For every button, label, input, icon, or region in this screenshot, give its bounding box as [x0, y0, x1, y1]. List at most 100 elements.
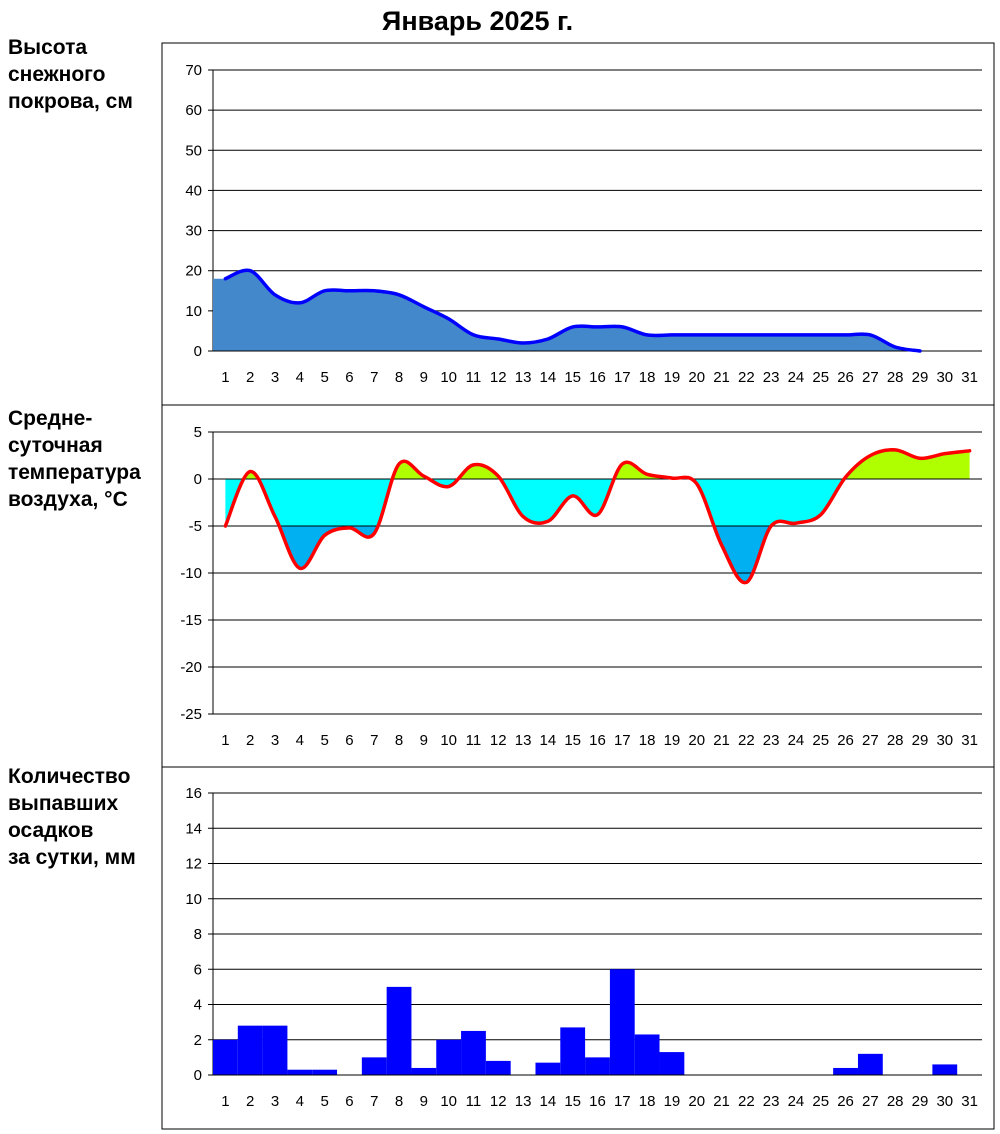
precip-bar [436, 1039, 462, 1075]
precip-ytick-label: 16 [185, 785, 202, 802]
snow-xtick-label: 5 [320, 369, 328, 386]
snow-ytick-label: 70 [185, 62, 202, 79]
temperature-label-line: Средне- [8, 407, 93, 430]
temp-xtick-label: 2 [246, 732, 254, 749]
temp-xtick-label: 17 [614, 732, 631, 749]
precipitation-label-line: за сутки, мм [8, 846, 136, 869]
temp-xtick-label: 9 [420, 732, 428, 749]
precip-bar [262, 1025, 288, 1075]
snow-xtick-label: 19 [664, 369, 681, 386]
precip-xtick-label: 25 [812, 1093, 829, 1110]
precip-ytick-label: 10 [185, 891, 202, 908]
temp-xtick-label: 15 [564, 732, 581, 749]
temp-xtick-label: 27 [862, 732, 879, 749]
temp-xtick-label: 5 [320, 732, 328, 749]
precip-ytick-label: 12 [185, 856, 202, 873]
temp-xtick-label: 13 [515, 732, 532, 749]
temp-ytick-label: -25 [180, 706, 202, 723]
temp-ytick-label: -20 [180, 659, 202, 676]
precip-bar [535, 1062, 561, 1075]
precip-xtick-label: 8 [395, 1093, 403, 1110]
precip-bar [609, 969, 635, 1075]
snow-xtick-label: 10 [440, 369, 457, 386]
snow-xtick-label: 30 [936, 369, 953, 386]
precipitation-label-line: осадков [8, 819, 94, 842]
precip-xtick-label: 6 [345, 1093, 353, 1110]
precip-xtick-label: 15 [564, 1093, 581, 1110]
precip-xtick-label: 2 [246, 1093, 254, 1110]
snow-xtick-label: 21 [713, 369, 730, 386]
precip-bar [386, 986, 412, 1075]
snow-xtick-label: 29 [912, 369, 929, 386]
precip-xtick-label: 30 [936, 1093, 953, 1110]
precip-xtick-label: 26 [837, 1093, 854, 1110]
precip-xtick-label: 28 [887, 1093, 904, 1110]
temp-xtick-label: 3 [271, 732, 279, 749]
snow-xtick-label: 27 [862, 369, 879, 386]
temp-xtick-label: 20 [688, 732, 705, 749]
temp-xtick-label: 26 [837, 732, 854, 749]
snow-xtick-label: 11 [466, 369, 482, 386]
precipitation-chart-frame [161, 766, 995, 1130]
precip-xtick-label: 13 [515, 1093, 532, 1110]
snow-xtick-label: 14 [540, 369, 557, 386]
snow-xtick-label: 7 [370, 369, 378, 386]
snow-ytick-label: 0 [194, 343, 202, 360]
precip-bar [659, 1052, 685, 1075]
snow-xtick-label: 4 [296, 369, 304, 386]
snow-xtick-label: 6 [345, 369, 353, 386]
precip-bar [560, 1027, 586, 1075]
temp-xtick-label: 24 [788, 732, 805, 749]
precipitation-label-line: Количество [8, 765, 131, 788]
temp-ytick-label: -15 [180, 612, 202, 629]
precip-xtick-label: 23 [763, 1093, 780, 1110]
precip-bar [833, 1067, 858, 1075]
snow-label-line: покрова, см [8, 90, 133, 113]
snow-ytick-label: 20 [185, 263, 202, 280]
temp-xtick-label: 12 [490, 732, 507, 749]
temperature-label-line: воздуха, °C [8, 488, 128, 511]
temp-ytick-label: 5 [194, 424, 202, 441]
snow-xtick-label: 28 [887, 369, 904, 386]
snow-xtick-label: 23 [763, 369, 780, 386]
precip-xtick-label: 19 [664, 1093, 681, 1110]
precip-bar [585, 1057, 610, 1075]
temp-xtick-label: 14 [540, 732, 557, 749]
snow-ytick-label: 40 [185, 182, 202, 199]
precip-bar [634, 1034, 660, 1075]
snow-panel-label: Высота снежного покрова, см [8, 34, 158, 115]
precip-xtick-label: 31 [961, 1093, 978, 1110]
precip-bar [932, 1064, 958, 1075]
temp-xtick-label: 16 [589, 732, 606, 749]
temp-warm-area [225, 449, 970, 479]
precip-ytick-label: 8 [194, 926, 202, 943]
temp-xtick-label: 19 [664, 732, 681, 749]
precip-xtick-label: 20 [688, 1093, 705, 1110]
precip-xtick-label: 29 [912, 1093, 929, 1110]
temp-xtick-label: 30 [936, 732, 953, 749]
temp-xtick-label: 4 [296, 732, 304, 749]
snow-xtick-label: 18 [639, 369, 656, 386]
temp-xtick-label: 7 [370, 732, 378, 749]
precip-ytick-label: 6 [194, 961, 202, 978]
temp-xtick-label: 25 [812, 732, 829, 749]
temperature-panel-label: Средне- суточная температура воздуха, °C [8, 405, 158, 513]
precip-xtick-label: 12 [490, 1093, 507, 1110]
snow-xtick-label: 25 [812, 369, 829, 386]
temp-xtick-label: 23 [763, 732, 780, 749]
temp-ytick-label: -5 [189, 518, 202, 535]
temp-xtick-label: 28 [887, 732, 904, 749]
temp-ytick-label: 0 [194, 471, 202, 488]
snow-ytick-label: 30 [185, 223, 202, 240]
precip-bar [287, 1069, 313, 1075]
snow-xtick-label: 17 [614, 369, 631, 386]
precip-xtick-label: 24 [788, 1093, 805, 1110]
temp-xtick-label: 1 [221, 732, 229, 749]
precip-bar [213, 1039, 238, 1075]
precip-ytick-label: 14 [185, 820, 202, 837]
snow-xtick-label: 22 [738, 369, 755, 386]
precip-bar [361, 1057, 387, 1075]
precip-xtick-label: 27 [862, 1093, 879, 1110]
